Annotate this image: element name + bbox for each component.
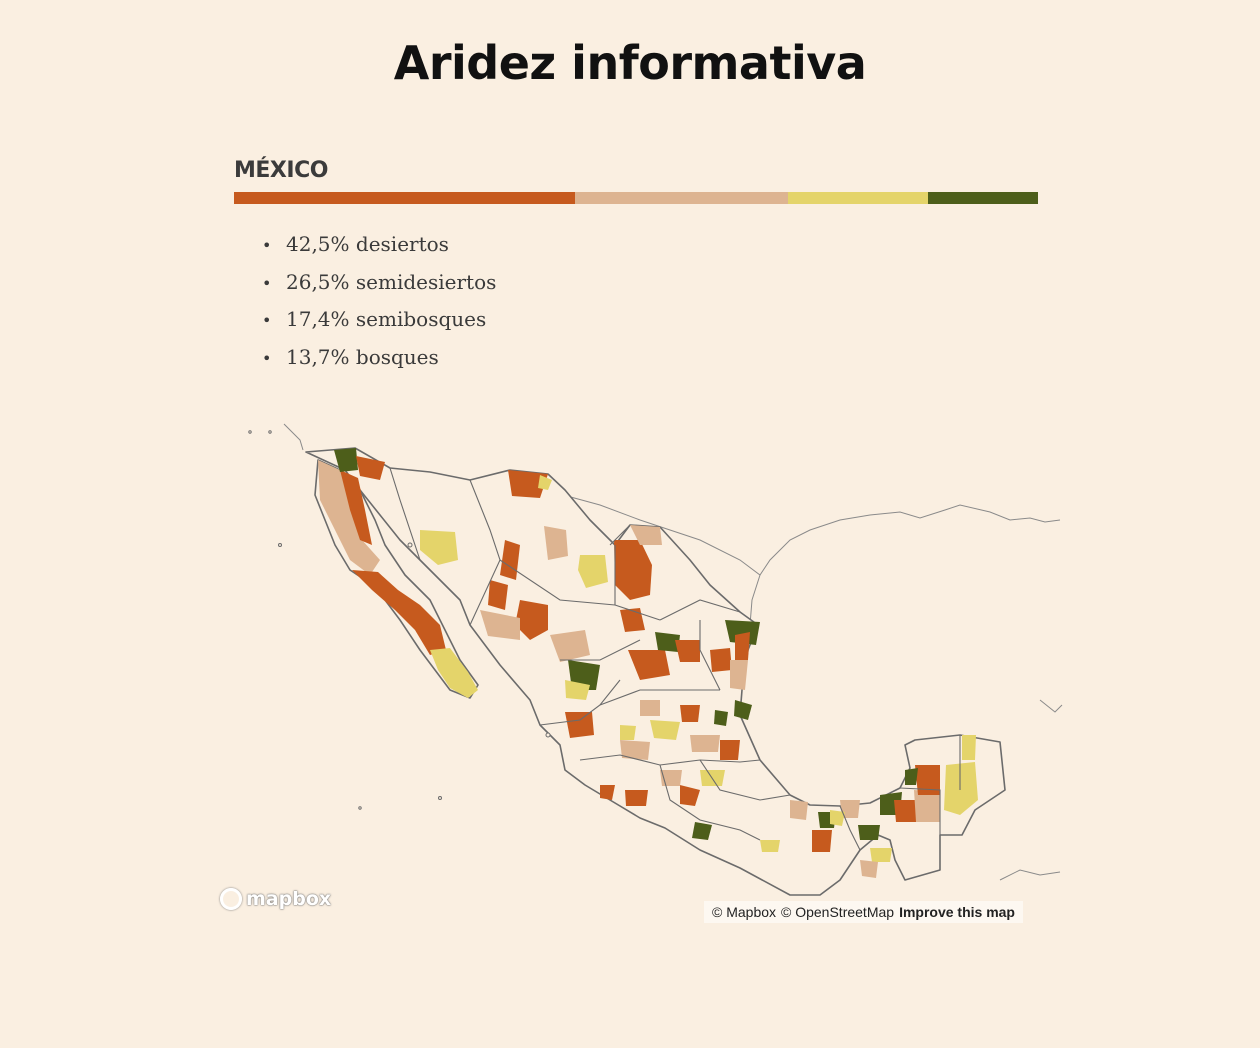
list-item: • 13,7% bosques [262, 345, 496, 383]
attribution-mapbox-link[interactable]: © Mapbox [712, 904, 777, 920]
share-bar [234, 192, 1038, 204]
share-bar-semidesiertos [575, 192, 789, 204]
stats-list: • 42,5% desiertos • 26,5% semidesiertos • 1… [262, 232, 496, 382]
attribution-osm-link[interactable]: © OpenStreetMap [781, 904, 895, 920]
share-bar-semibosques [788, 192, 928, 204]
bullet-icon: • [262, 348, 272, 368]
list-item: • 17,4% semibosques [262, 307, 496, 345]
coastline [283, 423, 1063, 881]
stat-semidesiertos: 26,5% semidesiertos [286, 269, 497, 294]
list-item: • 42,5% desiertos [262, 232, 496, 270]
mapbox-logo-icon [220, 888, 242, 910]
country-label: MÉXICO [234, 158, 328, 183]
islands [248, 430, 551, 810]
bullet-icon: • [262, 236, 272, 255]
region-patches [318, 448, 978, 878]
map-attribution: © Mapbox © OpenStreetMap Improve this ma… [704, 901, 1023, 923]
share-bar-desiertos [234, 192, 576, 204]
mapbox-logo-text: mapbox [246, 888, 332, 910]
page-title: Aridez informativa [393, 36, 867, 90]
state-borders [389, 467, 961, 851]
mexico-map[interactable] [210, 410, 1070, 930]
stat-bosques: 13,7% bosques [286, 344, 439, 369]
bullet-icon: • [262, 311, 272, 330]
bullet-icon: • [262, 273, 272, 293]
stat-desiertos: 42,5% desiertos [286, 232, 449, 256]
improve-map-link[interactable]: Improve this map [899, 904, 1015, 920]
mapbox-logo[interactable]: mapbox [220, 888, 331, 910]
share-bar-bosques [927, 192, 1038, 204]
stat-semibosques: 17,4% semibosques [286, 307, 487, 331]
list-item: • 26,5% semidesiertos [262, 270, 496, 308]
